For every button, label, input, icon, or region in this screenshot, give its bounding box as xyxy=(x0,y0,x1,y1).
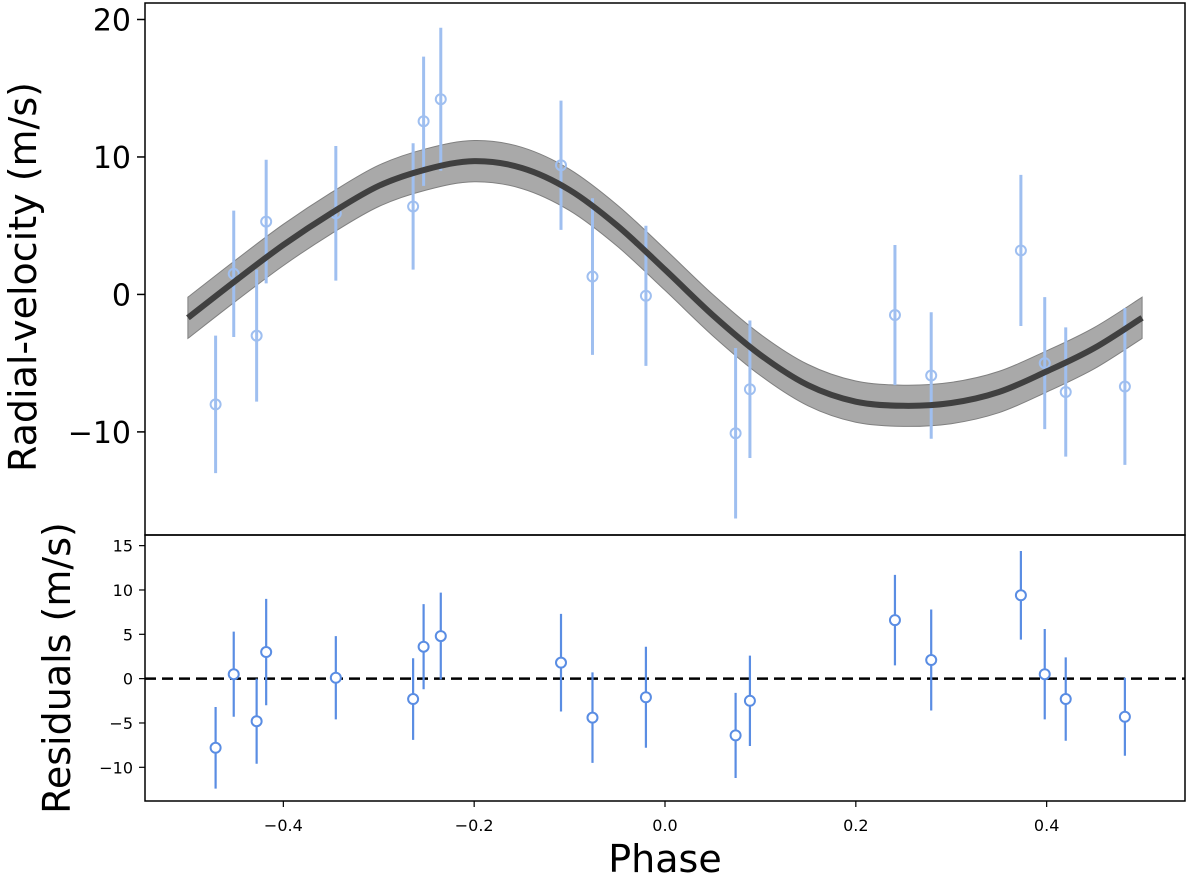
rv-point xyxy=(1118,380,1131,393)
rv-point xyxy=(586,270,599,283)
y-tick-label: 10 xyxy=(113,581,133,600)
residual-point xyxy=(586,711,599,724)
rv-point xyxy=(250,329,263,342)
x-tick-label: −0.4 xyxy=(264,816,303,835)
residual-point xyxy=(1059,693,1072,706)
residual-point xyxy=(639,691,652,704)
residual-point xyxy=(417,640,430,653)
residual-point xyxy=(888,614,901,627)
residuals-panel: −10 −5 0 5 10 15 −0.4 −0.2 0.0 0.2 0.4 Residuals (… xyxy=(35,522,1185,879)
x-tick-label: 0.2 xyxy=(843,816,868,835)
residual-point xyxy=(250,715,263,728)
y-tick-label: 0 xyxy=(123,670,133,689)
y-tick-label: 10 xyxy=(93,141,131,176)
rv-point xyxy=(1014,244,1027,257)
residual-point xyxy=(209,741,222,754)
residual-point xyxy=(555,656,567,669)
residual-point xyxy=(743,694,756,707)
y-tick-label: −10 xyxy=(68,416,131,451)
residual-point xyxy=(260,646,273,659)
y-tick-label: −5 xyxy=(109,714,133,733)
rv-y-ticks: −10 0 10 20 xyxy=(68,3,145,451)
residual-point xyxy=(434,630,447,643)
residual-axis-ticks: −10 −5 0 5 10 15 −0.4 −0.2 0.0 0.2 0.4 xyxy=(99,537,1059,835)
rv-point xyxy=(417,115,430,128)
residual-points xyxy=(209,589,1131,754)
rv-point xyxy=(925,369,938,382)
phase-x-axis-title: Phase xyxy=(608,837,721,879)
model-curve xyxy=(186,158,1144,409)
y-tick-label: 20 xyxy=(93,3,131,38)
residual-point xyxy=(729,729,742,742)
residual-point xyxy=(329,671,342,684)
residual-point xyxy=(925,654,938,667)
rv-point xyxy=(407,200,420,213)
y-tick-label: −10 xyxy=(99,758,133,777)
residual-point xyxy=(1118,710,1131,723)
x-tick-label: −0.2 xyxy=(455,816,494,835)
residual-point xyxy=(227,668,240,681)
rv-point xyxy=(743,383,756,396)
rv-point xyxy=(1059,386,1072,399)
x-tick-label: 0.0 xyxy=(652,816,677,835)
rv-point xyxy=(639,289,652,302)
rv-y-axis-title: Radial-velocity (m/s) xyxy=(1,82,45,472)
y-tick-label: 5 xyxy=(123,625,133,644)
rv-point xyxy=(888,309,901,322)
residual-point xyxy=(1014,589,1027,602)
residual-axes-frame xyxy=(144,534,1186,802)
rv-panel: −10 0 10 20 Radial-velocity (m/s) xyxy=(1,3,1144,519)
rv-point xyxy=(434,93,447,106)
rv-point xyxy=(555,159,567,172)
residual-point xyxy=(407,693,420,706)
y-tick-label: 0 xyxy=(112,278,131,313)
rv-point xyxy=(729,427,742,440)
y-tick-label: 15 xyxy=(113,537,133,556)
model-uncertainty-band xyxy=(187,139,1143,427)
residual-point xyxy=(1038,668,1051,681)
rv-point xyxy=(209,398,222,411)
rv-point xyxy=(260,215,273,228)
rv-point xyxy=(1038,357,1051,370)
residual-errorbars xyxy=(214,550,1126,789)
x-tick-label: 0.4 xyxy=(1034,816,1059,835)
residual-y-axis-title: Residuals (m/s) xyxy=(35,522,79,814)
